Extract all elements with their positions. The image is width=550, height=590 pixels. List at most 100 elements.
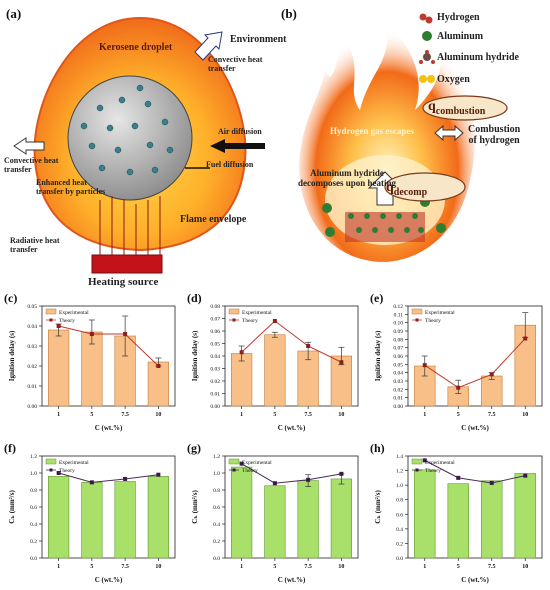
x-tick-label: 10 xyxy=(338,412,344,418)
q-decomp-ellipse xyxy=(384,172,466,202)
q-decomp-symbol: q xyxy=(386,180,394,195)
y-tick-label: 0.02 xyxy=(210,379,220,385)
plot-frame xyxy=(407,455,543,559)
hydrogen-escapes-label: Hydrogen gas escapes xyxy=(330,126,414,136)
theory-point xyxy=(123,332,128,336)
y-tick-label: 0.8 xyxy=(396,498,403,504)
particles xyxy=(80,84,174,176)
combustion-double-arrow-icon xyxy=(434,124,464,142)
combustion-hydrogen-label: Combustion of hydrogen xyxy=(468,124,521,146)
y-tick-label: 0.04 xyxy=(393,371,403,377)
q-combustion-label: qcombustion xyxy=(428,99,485,117)
air-diffusion-label: Air diffusion xyxy=(218,127,262,136)
y-tick-label: 0.08 xyxy=(210,304,220,310)
theory-point xyxy=(306,344,311,348)
y-tick-label: 0.4 xyxy=(30,522,37,528)
chart-g-ck: (g) 0.0 0.2 0.4 0.6 0.8 1.0 1.2 Cₖ (mm²/s) 1 5 7.5 1… xyxy=(187,441,359,584)
panel-b-label: (b) xyxy=(281,6,297,21)
theory-line xyxy=(241,320,342,363)
experimental-bar xyxy=(514,473,536,559)
x-tick-label: 1 xyxy=(240,412,243,418)
experimental-bar xyxy=(114,481,136,559)
theory-line xyxy=(424,338,526,389)
droplet-label: Kerosene droplet xyxy=(99,42,173,53)
legend-hydrogen: Hydrogen xyxy=(437,12,480,23)
theory-point xyxy=(456,475,461,480)
x-tick-label: 7.5 xyxy=(488,564,496,570)
legend-swatch-experimental xyxy=(45,458,57,465)
aluminum-hydride-lattice xyxy=(345,212,425,242)
legend-experimental: Experimental xyxy=(242,310,272,316)
y-tick-label: 0.8 xyxy=(30,488,37,494)
chart-f-ck: (f) 0.0 0.2 0.4 0.6 0.8 1.0 1.2 Cₖ (mm²/s) 1 5 7.5 1… xyxy=(4,441,176,584)
convective-right-label: Convective heat transfer xyxy=(208,55,263,73)
droplet-combustion-schematic xyxy=(13,16,265,274)
x-tick-label: 1 xyxy=(57,412,60,418)
hydride-flame-illustration xyxy=(299,13,508,262)
convective-left-label: Convective heat transfer xyxy=(4,156,59,174)
theory-point xyxy=(339,471,344,476)
x-tick-label: 5 xyxy=(273,564,276,570)
legend-theory: Theory xyxy=(425,318,441,324)
theory-point xyxy=(456,385,461,390)
x-axis-label: C (wt.%) xyxy=(278,576,306,584)
y-tick-label: 0.09 xyxy=(393,329,403,335)
aluminum-hydride-icon xyxy=(419,50,435,64)
aluminum-atom-icon xyxy=(422,31,432,41)
experimental-bar xyxy=(264,485,286,559)
x-tick-label: 7.5 xyxy=(488,412,496,418)
y-tick-label: 0.6 xyxy=(213,505,220,511)
panel-label: (c) xyxy=(4,291,17,305)
legend-theory: Theory xyxy=(425,468,441,474)
theory-point xyxy=(489,372,494,377)
y-tick-label: 0.0 xyxy=(396,556,403,562)
theory-line xyxy=(241,463,342,484)
y-tick-label: 0.6 xyxy=(30,505,37,511)
x-tick-label: 5 xyxy=(90,564,93,570)
theory-point xyxy=(339,360,344,365)
y-tick-label: 0.00 xyxy=(393,404,403,410)
panel-label: (f) xyxy=(4,441,16,455)
y-tick-label: 0.04 xyxy=(27,324,37,330)
environment-label: Environment xyxy=(230,34,287,45)
x-axis-label: C (wt.%) xyxy=(278,424,306,432)
chart-d-ignition-delay: (d) 0.00 0.01 0.02 0.03 0.04 0.05 0.06 0.07 0.08 I… xyxy=(187,291,359,432)
legend-swatch-theory-marker xyxy=(415,318,419,322)
panel-a-label: (a) xyxy=(6,6,22,21)
y-tick-label: 0.0 xyxy=(30,556,37,562)
theory-point xyxy=(272,319,277,323)
theory-point xyxy=(422,363,427,368)
q-combustion-ellipse xyxy=(422,95,508,121)
y-tick-label: 0.04 xyxy=(210,354,220,360)
heating-source-block xyxy=(91,254,163,274)
x-tick-label: 10 xyxy=(522,412,528,418)
x-tick-label: 10 xyxy=(338,564,344,570)
panel-label: (g) xyxy=(187,441,201,455)
legend-oxygen: Oxygen xyxy=(437,74,470,85)
experimental-bar xyxy=(147,361,169,407)
enhanced-transfer-label: Enhanced heat transfer by particles xyxy=(36,178,106,196)
theory-point xyxy=(123,476,128,481)
experimental-bar xyxy=(48,476,70,559)
theory-point xyxy=(239,461,244,466)
y-axis-label: Ignition delay (s) xyxy=(374,330,382,381)
legend-swatch-theory-marker xyxy=(49,318,53,322)
y-tick-label: 0.00 xyxy=(27,404,37,410)
legend-swatch-theory-marker xyxy=(415,468,419,472)
x-tick-label: 7.5 xyxy=(304,564,312,570)
theory-point xyxy=(272,481,277,486)
theory-line xyxy=(58,472,159,483)
theory-point xyxy=(422,458,427,463)
y-axis-label: Ignition delay (s) xyxy=(191,330,199,381)
legend-experimental: Experimental xyxy=(425,460,455,466)
y-tick-label: 1.0 xyxy=(396,483,403,489)
y-tick-label: 0.03 xyxy=(393,379,403,385)
y-tick-label: 1.0 xyxy=(30,471,37,477)
y-tick-label: 0.0 xyxy=(213,556,220,562)
experimental-bar xyxy=(264,334,286,407)
theory-point xyxy=(56,471,61,475)
chart-h-ck: (h) 0.0 0.2 0.4 0.6 0.8 1.0 1.2 1.4 Cₖ (mm²/s) 1 5 7… xyxy=(370,441,543,584)
legend-experimental: Experimental xyxy=(425,310,455,316)
y-axis-label: Cₖ (mm²/s) xyxy=(8,490,16,524)
theory-point xyxy=(489,480,494,485)
